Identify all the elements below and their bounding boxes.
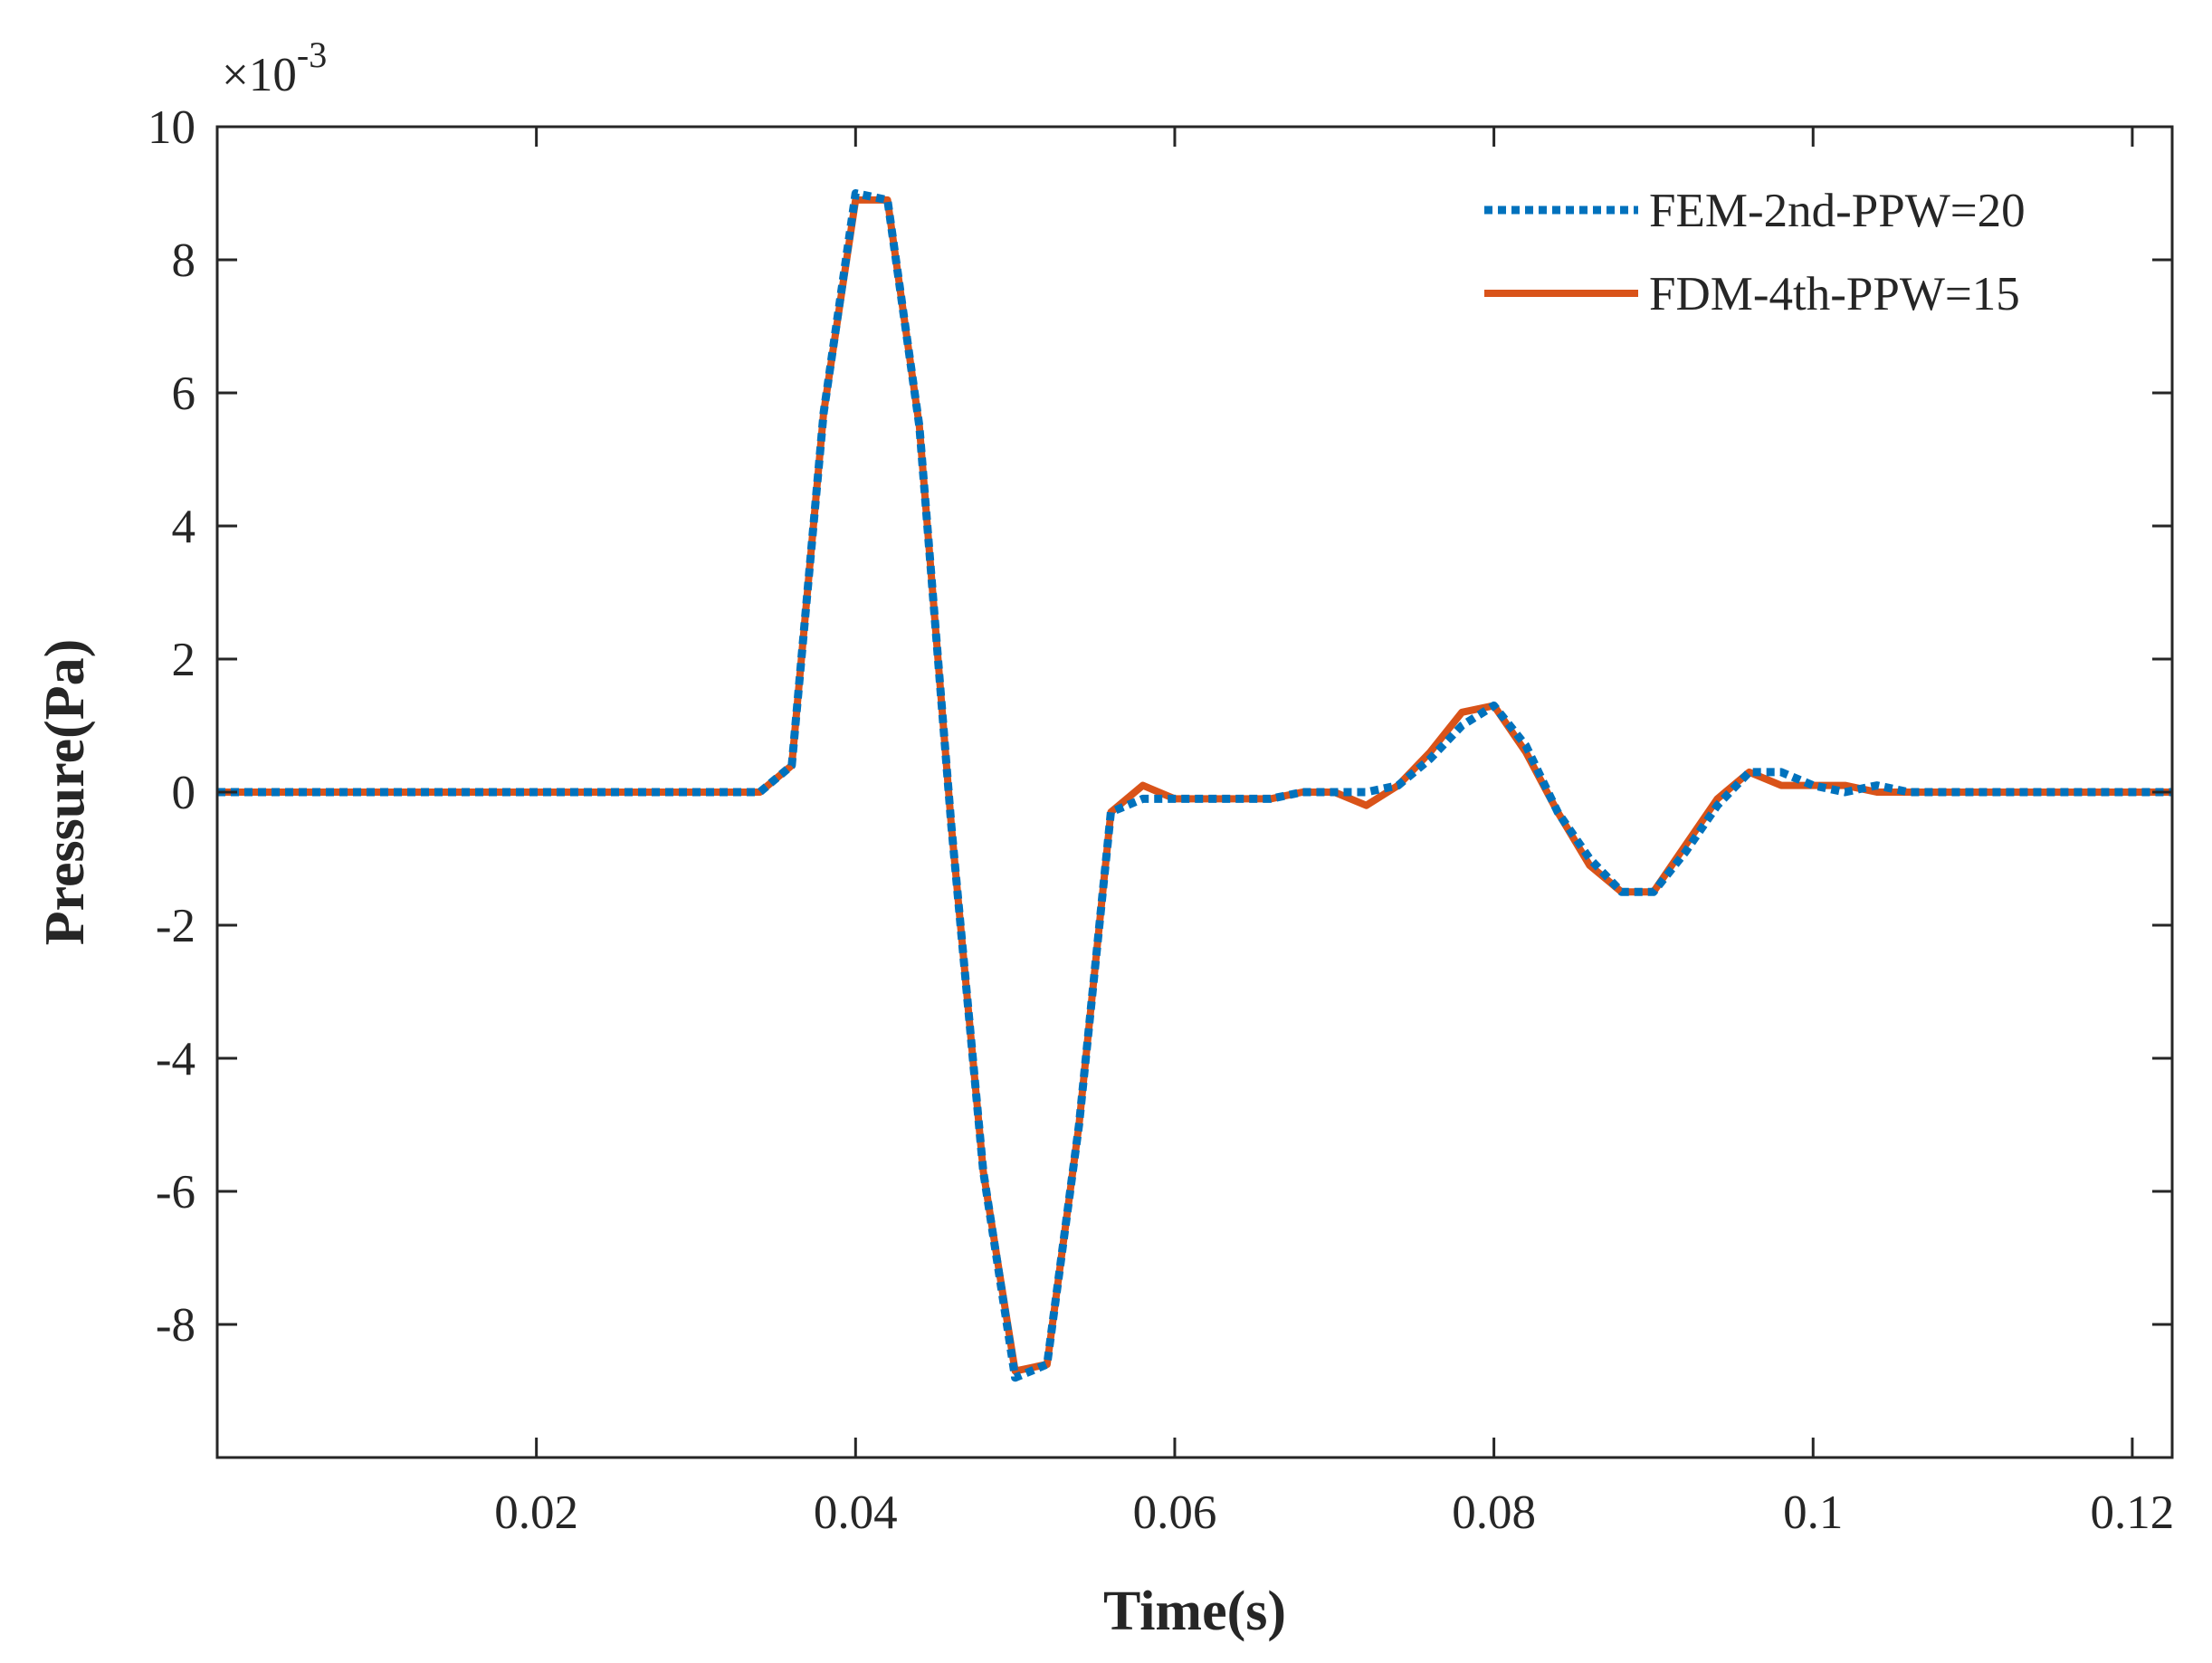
y-tick-label: -4 xyxy=(156,1033,195,1085)
y-tick-label: 2 xyxy=(172,634,196,686)
y-exponent-label: ×10-3 xyxy=(222,34,327,101)
series-layer xyxy=(217,189,2172,1382)
y-tick-label: 4 xyxy=(172,501,196,553)
y-exponent-power: -3 xyxy=(297,34,327,75)
y-tick-label: -6 xyxy=(156,1166,195,1219)
legend-label-2: FDM-4th-PPW=15 xyxy=(1649,268,2020,320)
series-line-1 xyxy=(217,189,2172,1382)
y-tick-label: 6 xyxy=(172,368,196,420)
x-axis: 0.02 0.04 0.06 0.08 0.1 0.12 xyxy=(494,127,2174,1539)
y-axis: -8 -6 -4 -2 0 2 4 6 8 10 xyxy=(148,101,2172,1352)
x-tick-label: 0.04 xyxy=(814,1486,898,1539)
legend: FEM-2nd-PPW=20 FDM-4th-PPW=15 xyxy=(1466,163,2136,335)
x-axis-title: Time(s) xyxy=(1103,1581,1286,1642)
x-tick-label: 0.1 xyxy=(1783,1486,1843,1539)
y-tick-label: -8 xyxy=(156,1299,195,1352)
x-tick-label: 0.12 xyxy=(2091,1486,2175,1539)
y-axis-title: Pressure(Pa) xyxy=(34,639,96,946)
legend-box xyxy=(1466,163,2136,335)
legend-label-1: FEM-2nd-PPW=20 xyxy=(1649,185,2026,237)
x-tick-label: 0.08 xyxy=(1452,1486,1536,1539)
y-exponent-base: ×10 xyxy=(222,49,297,101)
y-tick-label: 0 xyxy=(172,767,196,819)
y-tick-label: 10 xyxy=(148,101,195,154)
x-tick-label: 0.02 xyxy=(494,1486,578,1539)
y-tick-label: -2 xyxy=(156,900,195,952)
y-tick-label: 8 xyxy=(172,234,196,287)
x-tick-label: 0.06 xyxy=(1133,1486,1217,1539)
